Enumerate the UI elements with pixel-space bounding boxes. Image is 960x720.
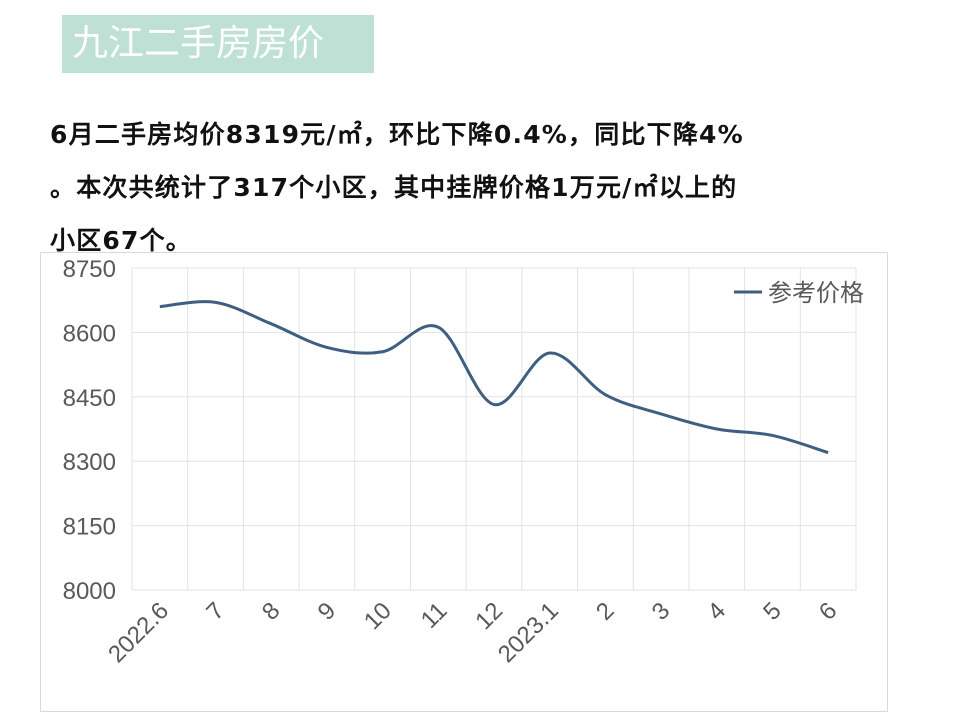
y-tick-label: 8750 <box>63 256 116 283</box>
summary-text: 6月二手房均价8319元/㎡，环比下降0.4%，同比下降4% 。本次共统计了31… <box>50 108 890 267</box>
y-tick-label: 8300 <box>63 449 116 476</box>
x-tick-label: 5 <box>758 597 787 626</box>
x-tick-label: 2022.6 <box>103 597 174 668</box>
x-tick-label: 11 <box>416 597 453 634</box>
data-point <box>381 350 385 354</box>
data-point <box>715 427 719 431</box>
data-point <box>492 403 496 407</box>
page-title: 九江二手房房价 <box>72 23 325 64</box>
summary-line-2: 。本次共统计了317个小区，其中挂牌价格1万元/㎡以上的 <box>50 173 738 202</box>
data-point <box>436 325 440 329</box>
data-point <box>269 322 273 326</box>
y-tick-label: 8000 <box>63 578 116 605</box>
x-tick-label: 4 <box>702 597 731 626</box>
data-point <box>770 433 774 437</box>
x-tick-label: 10 <box>359 597 397 635</box>
summary-line-1: 6月二手房均价8319元/㎡，环比下降0.4%，同比下降4% <box>50 120 744 149</box>
y-tick-label: 8450 <box>63 385 116 412</box>
x-tick-label: 2023.1 <box>493 597 564 668</box>
chart-frame <box>40 252 888 712</box>
summary-line-3: 小区67个。 <box>50 226 192 255</box>
data-point <box>158 305 162 309</box>
x-tick-label: 12 <box>470 597 508 635</box>
title-banner: 九江二手房房价 <box>62 15 374 73</box>
x-tick-label: 6 <box>814 597 843 626</box>
data-point <box>214 300 218 304</box>
series-line <box>159 300 829 455</box>
data-point <box>826 451 830 455</box>
x-tick-label: 8 <box>257 597 286 626</box>
data-point <box>603 393 607 397</box>
x-tick-label: 7 <box>201 597 230 626</box>
data-point <box>325 345 329 349</box>
data-point <box>548 351 552 355</box>
legend-label: 参考价格 <box>768 279 864 307</box>
x-tick-label: 2 <box>591 597 620 626</box>
x-tick-label: 3 <box>647 597 676 626</box>
x-tick-label: 9 <box>313 597 342 626</box>
y-tick-label: 8150 <box>63 514 116 541</box>
y-tick-label: 8600 <box>63 320 116 347</box>
data-point <box>659 412 663 416</box>
